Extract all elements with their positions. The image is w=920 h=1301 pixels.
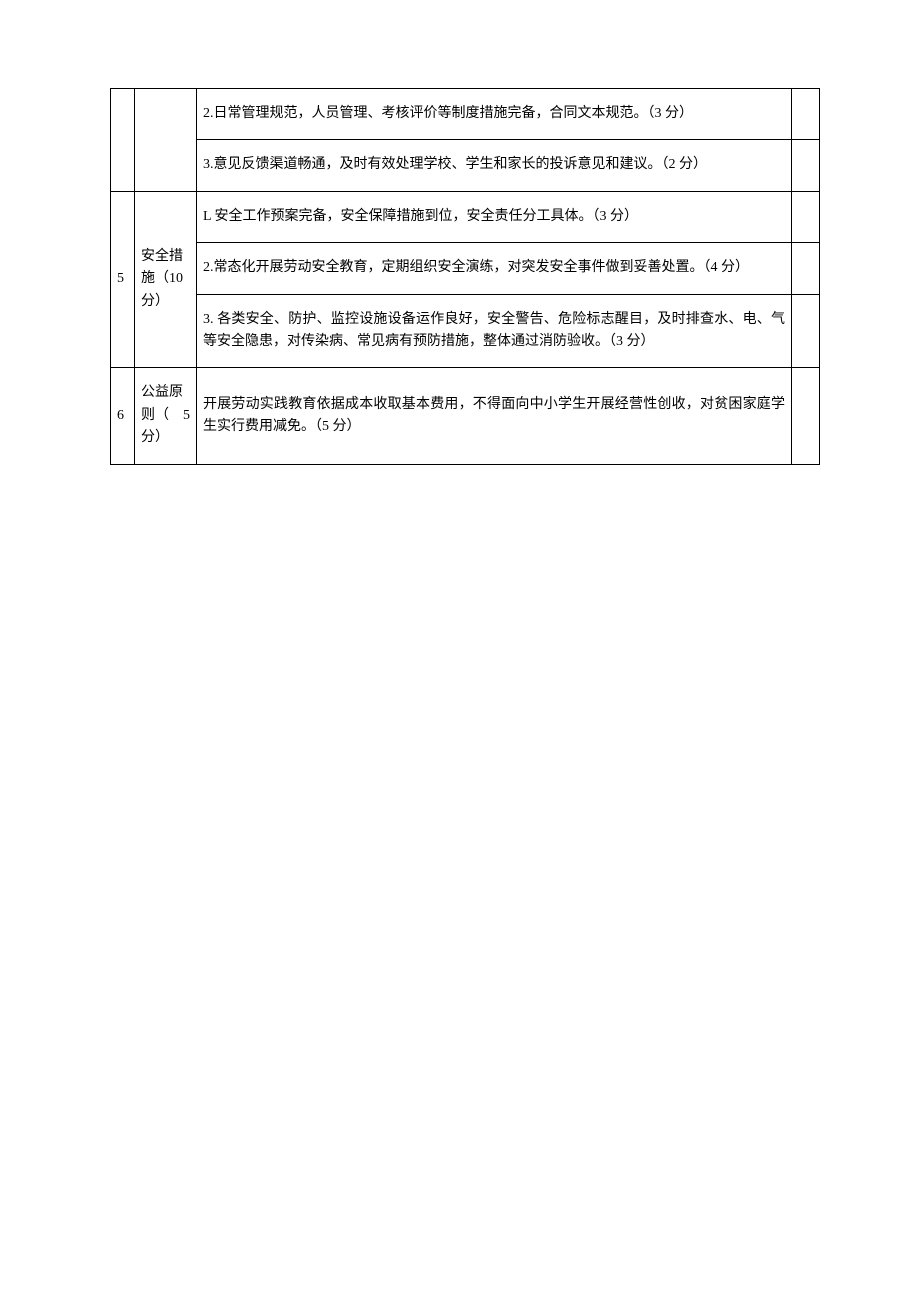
category-cell: 安全措施（10分） [135,191,197,368]
table-row: 3.意见反馈渠道畅通，及时有效处理学校、学生和家长的投诉意见和建议。（2 分） [111,140,820,191]
category-cell: 公益原则（ 5分） [135,368,197,464]
evaluation-table: 2.日常管理规范，人员管理、考核评价等制度措施完备，合同文本规范。（3 分） 3… [110,88,820,465]
row-number-cell: 5 [111,191,135,368]
score-cell [792,368,820,464]
description-cell: 3.意见反馈渠道畅通，及时有效处理学校、学生和家长的投诉意见和建议。（2 分） [197,140,792,191]
category-cell [135,89,197,192]
row-number-cell [111,89,135,192]
table-row: 5 安全措施（10分） L 安全工作预案完备，安全保障措施到位，安全责任分工具体… [111,191,820,242]
description-cell: L 安全工作预案完备，安全保障措施到位，安全责任分工具体。（3 分） [197,191,792,242]
description-cell: 2.日常管理规范，人员管理、考核评价等制度措施完备，合同文本规范。（3 分） [197,89,792,140]
score-cell [792,294,820,368]
score-cell [792,140,820,191]
table-row: 6 公益原则（ 5分） 开展劳动实践教育依据成本收取基本费用，不得面向中小学生开… [111,368,820,464]
score-cell [792,89,820,140]
row-number-cell: 6 [111,368,135,464]
description-cell: 开展劳动实践教育依据成本收取基本费用，不得面向中小学生开展经营性创收，对贫困家庭… [197,368,792,464]
table-row: 3. 各类安全、防护、监控设施设备运作良好，安全警告、危险标志醒目，及时排查水、… [111,294,820,368]
score-cell [792,191,820,242]
table-row: 2.常态化开展劳动安全教育，定期组织安全演练，对突发安全事件做到妥善处置。（4 … [111,243,820,294]
table-row: 2.日常管理规范，人员管理、考核评价等制度措施完备，合同文本规范。（3 分） [111,89,820,140]
description-cell: 3. 各类安全、防护、监控设施设备运作良好，安全警告、危险标志醒目，及时排查水、… [197,294,792,368]
score-cell [792,243,820,294]
description-cell: 2.常态化开展劳动安全教育，定期组织安全演练，对突发安全事件做到妥善处置。（4 … [197,243,792,294]
